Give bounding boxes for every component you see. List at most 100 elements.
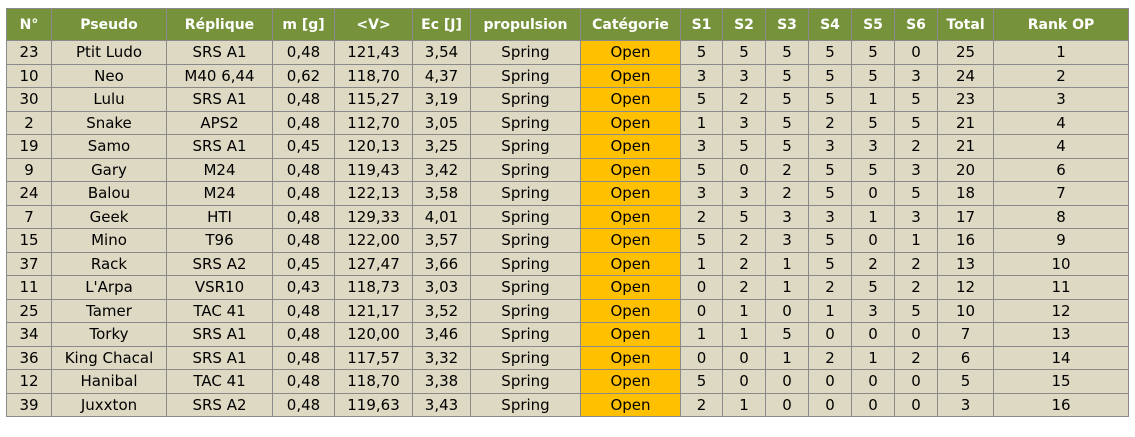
cell-col-pseudo: Ptit Ludo (51, 40, 167, 65)
cell-col-s3: 0 (765, 369, 809, 394)
cell-col-rank: 6 (993, 157, 1129, 182)
results-table-container: N° Pseudo Réplique m [g] <V> Ec [J] propulsion… (6, 8, 1129, 417)
cell-col-s4: 5 (808, 87, 852, 112)
cell-col-number: 39 (6, 392, 52, 417)
cell-col-rank: 14 (993, 345, 1129, 370)
cell-col-s3: 1 (765, 345, 809, 370)
cell-col-s4: 0 (808, 322, 852, 347)
cell-col-replique: T96 (166, 228, 273, 253)
cell-col-s1: 1 (680, 322, 723, 347)
cell-col-mass: 0,48 (272, 369, 335, 394)
cell-col-pseudo: Tamer (51, 298, 167, 323)
header-col-total: Total (937, 8, 994, 41)
cell-col-s6: 2 (894, 275, 938, 300)
cell-col-velocity: 118,73 (334, 275, 413, 300)
cell-col-replique: SRS A1 (166, 345, 273, 370)
cell-col-s1: 0 (680, 298, 723, 323)
table-row: 34 Torky SRS A1 0,48 120,00 3,46 Spring Open 1 1 5… (6, 322, 1129, 347)
cell-col-s3: 5 (765, 134, 809, 159)
cell-col-category: Open (580, 369, 681, 394)
table-row: 19 Samo SRS A1 0,45 120,13 3,25 Spring Open 3 5 5 3… (6, 134, 1129, 159)
cell-col-pseudo: Torky (51, 322, 167, 347)
cell-col-s4: 5 (808, 181, 852, 206)
cell-col-rank: 1 (993, 40, 1129, 65)
cell-col-s4: 5 (808, 228, 852, 253)
cell-col-s4: 5 (808, 251, 852, 276)
cell-col-s4: 5 (808, 63, 852, 88)
cell-col-s5: 3 (851, 134, 895, 159)
header-col-pseudo: Pseudo (51, 8, 167, 41)
cell-col-total: 21 (937, 110, 994, 135)
cell-col-category: Open (580, 110, 681, 135)
cell-col-mass: 0,48 (272, 40, 335, 65)
cell-col-s5: 2 (851, 251, 895, 276)
cell-col-s6: 0 (894, 322, 938, 347)
cell-col-energy: 3,52 (412, 298, 471, 323)
cell-col-velocity: 122,13 (334, 181, 413, 206)
cell-col-category: Open (580, 298, 681, 323)
cell-col-mass: 0,43 (272, 275, 335, 300)
cell-col-velocity: 118,70 (334, 369, 413, 394)
cell-col-s4: 3 (808, 134, 852, 159)
cell-col-s1: 5 (680, 87, 723, 112)
header-col-propulsion: propulsion (470, 8, 581, 41)
cell-col-replique: SRS A1 (166, 40, 273, 65)
cell-col-rank: 13 (993, 322, 1129, 347)
cell-col-total: 5 (937, 369, 994, 394)
cell-col-s2: 3 (722, 181, 766, 206)
cell-col-replique: TAC 41 (166, 369, 273, 394)
cell-col-replique: SRS A1 (166, 322, 273, 347)
cell-col-mass: 0,45 (272, 134, 335, 159)
cell-col-s4: 3 (808, 204, 852, 229)
cell-col-s2: 3 (722, 110, 766, 135)
cell-col-energy: 3,03 (412, 275, 471, 300)
cell-col-s6: 0 (894, 369, 938, 394)
table-row: 25 Tamer TAC 41 0,48 121,17 3,52 Spring Open 0 1 0… (6, 298, 1129, 323)
cell-col-propulsion: Spring (470, 40, 581, 65)
table-row: 15 Mino T96 0,48 122,00 3,57 Spring Open 5 2 3 5 0 1 1… (6, 228, 1129, 253)
cell-col-replique: TAC 41 (166, 298, 273, 323)
cell-col-s6: 1 (894, 228, 938, 253)
cell-col-s3: 3 (765, 228, 809, 253)
cell-col-s6: 2 (894, 134, 938, 159)
cell-col-mass: 0,48 (272, 204, 335, 229)
cell-col-replique: M40 6,44 (166, 63, 273, 88)
cell-col-replique: HTI (166, 204, 273, 229)
table-row: 12 Hanibal TAC 41 0,48 118,70 3,38 Spring Open 5… (6, 369, 1129, 394)
cell-col-s3: 5 (765, 40, 809, 65)
cell-col-rank: 11 (993, 275, 1129, 300)
cell-col-number: 37 (6, 251, 52, 276)
cell-col-s3: 3 (765, 204, 809, 229)
cell-col-energy: 3,58 (412, 181, 471, 206)
cell-col-replique: M24 (166, 157, 273, 182)
cell-col-total: 10 (937, 298, 994, 323)
cell-col-s2: 0 (722, 345, 766, 370)
header-col-s5: S5 (851, 8, 895, 41)
cell-col-total: 24 (937, 63, 994, 88)
cell-col-s1: 3 (680, 181, 723, 206)
cell-col-s6: 5 (894, 110, 938, 135)
cell-col-number: 25 (6, 298, 52, 323)
cell-col-category: Open (580, 63, 681, 88)
cell-col-velocity: 119,43 (334, 157, 413, 182)
cell-col-total: 18 (937, 181, 994, 206)
cell-col-category: Open (580, 392, 681, 417)
cell-col-replique: SRS A1 (166, 134, 273, 159)
cell-col-propulsion: Spring (470, 345, 581, 370)
cell-col-pseudo: Mino (51, 228, 167, 253)
cell-col-s2: 2 (722, 228, 766, 253)
cell-col-s4: 5 (808, 40, 852, 65)
cell-col-total: 13 (937, 251, 994, 276)
header-col-s4: S4 (808, 8, 852, 41)
cell-col-s1: 2 (680, 392, 723, 417)
cell-col-total: 7 (937, 322, 994, 347)
cell-col-s4: 2 (808, 275, 852, 300)
cell-col-s6: 2 (894, 251, 938, 276)
cell-col-energy: 3,38 (412, 369, 471, 394)
cell-col-s3: 1 (765, 275, 809, 300)
cell-col-pseudo: Juxxton (51, 392, 167, 417)
cell-col-s2: 5 (722, 204, 766, 229)
cell-col-s2: 5 (722, 134, 766, 159)
cell-col-s6: 3 (894, 157, 938, 182)
cell-col-velocity: 112,70 (334, 110, 413, 135)
